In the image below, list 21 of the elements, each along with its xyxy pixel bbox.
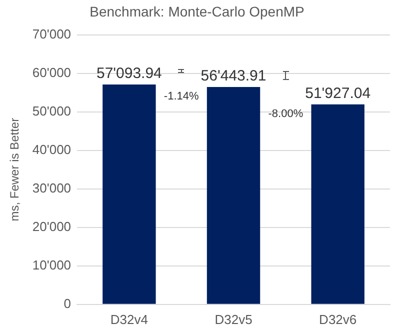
y-axis-title: ms, Fewer is Better	[8, 118, 22, 222]
chart-title: Benchmark: Monte-Carlo OpenMP	[90, 3, 304, 20]
y-tick-label: 30'000	[32, 180, 72, 196]
y-tick-label: 60'000	[32, 64, 72, 80]
x-tick-label: D32v6	[319, 312, 357, 327]
y-tick-label: 50'000	[32, 103, 72, 118]
bar	[311, 104, 364, 304]
data-label: 57'093.94	[96, 65, 162, 82]
bar	[102, 84, 156, 304]
x-tick-label: D32v4	[110, 312, 148, 327]
y-tick-label: 10'000	[32, 257, 72, 272]
data-label: 56'443.91	[200, 68, 266, 85]
annotation: -8.00%	[268, 108, 304, 120]
annotation: -1.14%	[164, 90, 199, 103]
y-tick-label: 70'000	[32, 26, 72, 42]
y-tick-label: 0	[64, 296, 72, 311]
y-tick-label: 20'000	[32, 218, 72, 234]
bar	[206, 87, 260, 304]
data-label: 51'927.04	[305, 85, 371, 102]
y-tick-label: 40'000	[32, 142, 72, 157]
x-tick-label: D32v5	[214, 312, 252, 327]
